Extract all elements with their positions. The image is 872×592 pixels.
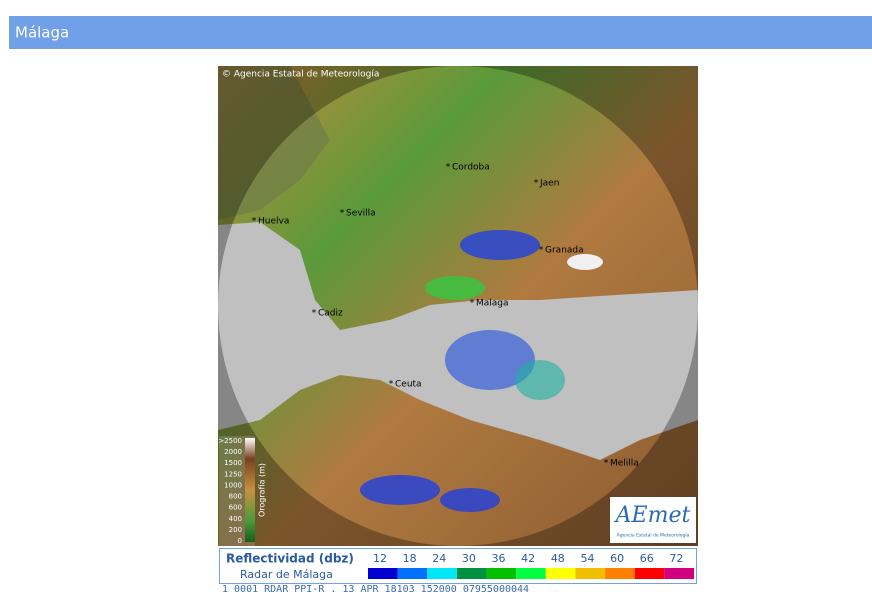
cities: * Cordoba* Jaen* Huelva* Sevilla* Granada* Cad… [252, 163, 639, 469]
city-label: Jaen [539, 179, 559, 189]
orography-tick: 0 [238, 537, 242, 545]
level-swatch [397, 568, 428, 579]
city-marker: * [534, 179, 539, 189]
level-label: 12 [373, 552, 387, 565]
legend-title: Reflectividad (dbz) [226, 552, 354, 566]
level-label: 42 [521, 552, 535, 565]
city-label: Huelva [258, 217, 289, 227]
city-marker: * [539, 246, 544, 256]
orography-tick: 200 [229, 526, 242, 534]
level-swatch [664, 568, 694, 579]
city-label: Granada [545, 246, 584, 256]
level-label: 60 [610, 552, 624, 565]
city-label: Cordoba [452, 163, 490, 173]
city-marker: * [312, 309, 317, 319]
orography-tick: 2000 [224, 448, 242, 456]
orography-tick: 1250 [224, 470, 242, 478]
orography-tick: 800 [229, 493, 242, 501]
level-swatch [575, 568, 606, 579]
level-label: 30 [462, 552, 476, 565]
level-swatch [605, 568, 635, 579]
city-label: Ceuta [395, 380, 422, 390]
logo-subtitle: Agencia Estatal de Meteorología [617, 532, 690, 539]
level-label: 66 [640, 552, 654, 565]
city-label: Cadiz [318, 309, 343, 319]
legend-subtitle: Radar de Málaga [240, 568, 333, 581]
level-label: 72 [669, 552, 683, 565]
city-marker: * [389, 380, 394, 390]
level-swatch [634, 568, 665, 579]
level-swatch [456, 568, 487, 579]
orography-tick: 1500 [224, 459, 242, 467]
header-title: Málaga [15, 24, 69, 42]
city-marker: * [252, 217, 257, 227]
city-label: Malaga [476, 299, 509, 309]
orography-tick: >2500 [218, 437, 242, 445]
logo-box [610, 497, 696, 543]
city-marker: * [604, 459, 609, 469]
level-label: 48 [551, 552, 565, 565]
legend-levels: 12 18 24 30 36 42 48 54 60 66 72 [368, 552, 694, 579]
city-label: Melilla [610, 459, 639, 469]
level-label: 18 [403, 552, 417, 565]
city-marker: * [470, 299, 475, 309]
level-swatch [427, 568, 457, 579]
level-swatch [516, 568, 546, 579]
orography-tick: 400 [229, 515, 242, 523]
level-swatch [486, 568, 517, 579]
level-swatch [545, 568, 576, 579]
city-label: Sevilla [346, 209, 376, 219]
level-label: 24 [432, 552, 446, 565]
orography-tick: 600 [229, 504, 242, 512]
orography-title: Orografía (m) [258, 463, 267, 517]
header-bar [9, 16, 872, 49]
copyright: © Agencia Estatal de Meteorología [222, 70, 379, 80]
level-label: 54 [580, 552, 594, 565]
level-swatch [368, 568, 398, 579]
city-marker: * [446, 163, 451, 173]
footer-text: 1 0001 RDAR PPI-R . 13 APR 18103 152000 … [222, 584, 529, 592]
level-label: 36 [492, 552, 506, 565]
orography-tick: 1000 [224, 481, 242, 489]
city-marker: * [340, 209, 345, 219]
logo-name: AEmet [614, 503, 691, 528]
